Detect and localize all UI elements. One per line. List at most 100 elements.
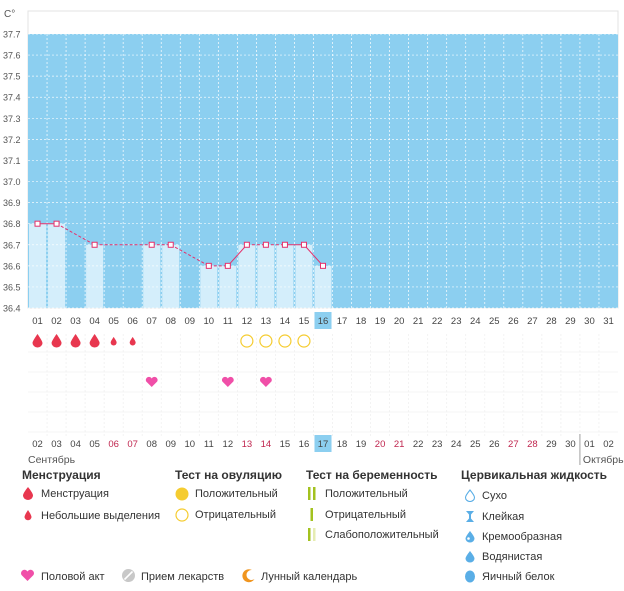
ovulation-test-mark xyxy=(259,334,273,348)
legend-ovulation-negative: Отрицательный xyxy=(195,509,276,521)
day-label: 09 xyxy=(184,316,195,327)
series-segment xyxy=(303,244,324,267)
y-tick-label: 36.4 xyxy=(3,304,21,314)
spotting-drop xyxy=(110,337,117,346)
temperature-point xyxy=(300,241,307,248)
legend-cervical-title: Цервикальная жидкость xyxy=(461,468,608,482)
series-segment xyxy=(170,244,210,267)
cycle-day-label: 12 xyxy=(223,439,234,450)
temperature-point xyxy=(281,241,288,248)
cycle-day-label: 08 xyxy=(146,439,157,450)
intercourse-heart xyxy=(260,376,272,387)
temperature-point xyxy=(91,241,98,248)
day-label: 01 xyxy=(32,316,43,327)
day-label: 26 xyxy=(508,316,519,327)
cycle-day-label: 22 xyxy=(413,439,424,450)
egg-white-icon xyxy=(465,570,475,583)
moon-icon xyxy=(242,569,255,583)
legend-pregnancy-negative: Отрицательный xyxy=(325,509,406,521)
blood-drop-icon xyxy=(23,487,33,500)
day-label: 15 xyxy=(299,316,310,327)
positive-ovulation-icon xyxy=(175,487,189,501)
day-label: 11 xyxy=(223,316,233,327)
temperature-point xyxy=(148,241,155,248)
cycle-day-label: 21 xyxy=(394,439,405,450)
cycle-day-label: 07 xyxy=(127,439,138,450)
day-label: 13 xyxy=(261,316,272,327)
cycle-day-label: 14 xyxy=(261,439,272,450)
day-label: 17 xyxy=(337,316,348,327)
y-tick-label: 37.3 xyxy=(3,114,21,124)
temperature-bar xyxy=(238,244,256,308)
y-tick-label: 36.5 xyxy=(3,282,21,292)
y-axis-label: C° xyxy=(4,9,15,20)
cycle-day-label: 23 xyxy=(432,439,443,450)
y-tick-label: 37.2 xyxy=(3,135,21,145)
spotting-drop xyxy=(129,337,136,346)
temperature-bar xyxy=(257,244,275,308)
y-tick-label: 37.7 xyxy=(3,30,21,40)
temperature-point xyxy=(243,241,250,248)
cycle-day-label: 19 xyxy=(356,439,367,450)
day-label: 08 xyxy=(165,316,176,327)
legend-cervical-dry: Сухо xyxy=(482,490,507,502)
y-tick-label: 36.7 xyxy=(3,240,21,250)
legend-lunar: Лунный календарь xyxy=(261,571,358,583)
temperature-point xyxy=(224,262,231,269)
creamy-icon xyxy=(465,531,475,543)
series-segment xyxy=(227,244,248,267)
y-tick-label: 37.6 xyxy=(3,51,21,61)
temperature-point xyxy=(262,241,269,248)
cycle-day-label: 29 xyxy=(546,439,557,450)
cycle-day-label: 30 xyxy=(565,439,576,450)
intercourse-heart xyxy=(221,376,234,387)
cycle-day-label: 16 xyxy=(299,439,310,450)
day-label: 10 xyxy=(204,316,215,327)
month-left-label: Сентябрь xyxy=(28,454,76,466)
cycle-day-label: 18 xyxy=(337,439,348,450)
cycle-day-label: 27 xyxy=(508,439,519,450)
legend-ovulation-title: Тест на овуляцию xyxy=(175,468,282,482)
y-tick-label: 37.1 xyxy=(3,156,21,166)
negative-ovulation-icon xyxy=(175,508,189,522)
day-label: 22 xyxy=(432,316,443,327)
watery-icon xyxy=(465,551,475,563)
temperature-point xyxy=(53,220,60,227)
temperature-bar xyxy=(143,244,161,308)
cycle-day-label: 09 xyxy=(165,439,176,450)
menstruation-drop xyxy=(32,334,43,348)
temperature-point xyxy=(320,262,326,269)
pregnancy-weak-icon xyxy=(308,528,316,541)
legend-cervical-sticky: Клейкая xyxy=(482,511,525,523)
day-label: 20 xyxy=(394,316,405,327)
cycle-day-label: 02 xyxy=(32,439,43,450)
cycle-day-label: 03 xyxy=(51,439,62,450)
day-label: 28 xyxy=(546,316,557,327)
cycle-today-highlight xyxy=(314,435,332,452)
legend-cervical-creamy: Кремообразная xyxy=(482,531,563,543)
day-label: 14 xyxy=(280,316,291,327)
day-label: 23 xyxy=(451,316,462,327)
legend-menstruation-title: Менструация xyxy=(22,468,101,482)
y-tick-label: 36.9 xyxy=(3,198,21,208)
legend-medication: Прием лекарств xyxy=(141,571,225,583)
day-label: 07 xyxy=(146,316,157,327)
pill-icon xyxy=(122,569,135,582)
cycle-day-label: 20 xyxy=(375,439,386,450)
day-label: 02 xyxy=(51,316,62,327)
cycle-day-label: 24 xyxy=(451,439,462,450)
day-label: 12 xyxy=(242,316,253,327)
ovulation-test-mark xyxy=(278,334,292,348)
cycle-day-label: 10 xyxy=(184,439,195,450)
day-label: 21 xyxy=(413,316,424,327)
legend-pregnancy-positive: Положительный xyxy=(325,488,408,500)
day-label: 05 xyxy=(108,316,119,327)
day-label: 30 xyxy=(584,316,595,327)
dry-icon xyxy=(464,489,476,502)
menstruation-drop xyxy=(89,334,100,348)
legend-menstruation-item: Менструация xyxy=(41,488,109,500)
temperature-bar xyxy=(295,244,313,308)
sticky-icon xyxy=(466,511,474,522)
legend-ovulation-positive: Положительный xyxy=(195,488,278,500)
y-tick-label: 37.4 xyxy=(3,93,21,103)
